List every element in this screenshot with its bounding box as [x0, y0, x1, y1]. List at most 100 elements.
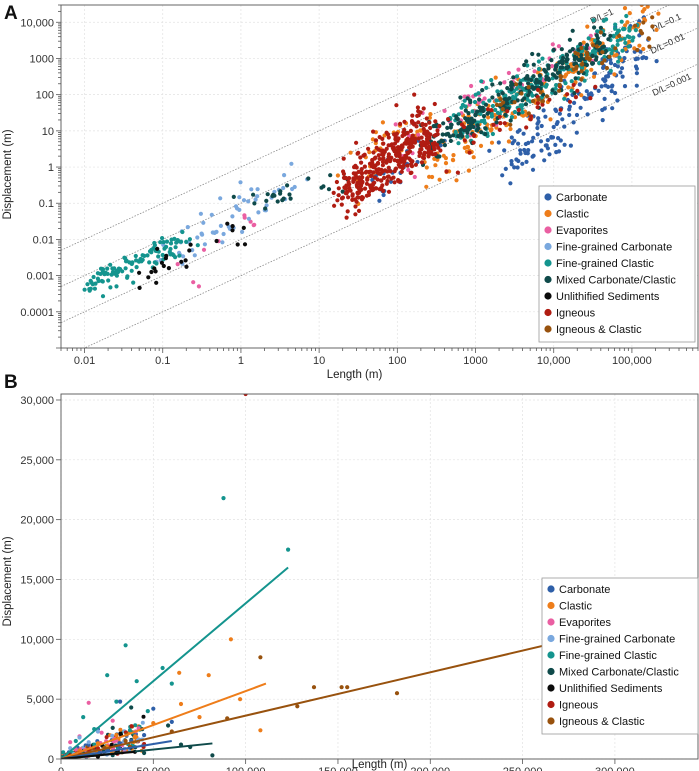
legend-swatch: [547, 667, 555, 676]
data-point: [581, 40, 586, 45]
data-point: [568, 143, 574, 148]
x-tick-label: 1000: [463, 355, 487, 367]
data-point: [404, 154, 409, 159]
data-point: [114, 733, 119, 738]
legend-swatch: [547, 717, 555, 725]
data-point: [364, 181, 369, 186]
data-point: [574, 112, 580, 118]
data-point: [544, 94, 550, 99]
data-point: [633, 57, 638, 62]
data-point: [601, 65, 606, 70]
data-point: [615, 64, 621, 69]
data-point: [87, 287, 92, 292]
data-point: [477, 105, 482, 110]
data-point: [435, 128, 440, 133]
data-point: [353, 204, 358, 209]
data-point: [554, 121, 559, 127]
x-tick-label: 0: [58, 766, 64, 771]
data-point: [489, 140, 495, 145]
data-point: [206, 673, 211, 678]
data-point: [494, 102, 500, 107]
data-point: [201, 247, 207, 252]
data-point: [344, 215, 349, 220]
data-point: [564, 53, 570, 58]
data-point: [395, 145, 401, 150]
data-point: [514, 92, 519, 97]
data-point: [573, 61, 579, 66]
data-point: [616, 28, 621, 33]
data-point: [481, 114, 487, 119]
data-point: [558, 78, 563, 83]
data-point: [104, 735, 109, 740]
data-point: [386, 189, 392, 194]
data-point: [606, 37, 611, 42]
data-point: [640, 55, 645, 61]
plot-frame-b: [60, 393, 699, 760]
data-point: [512, 138, 517, 143]
data-point: [142, 253, 147, 258]
x-tick-label: 300,000: [595, 766, 635, 771]
data-point: [164, 253, 169, 258]
data-point: [280, 198, 285, 203]
data-point: [527, 89, 532, 94]
data-point: [220, 240, 225, 245]
data-point: [252, 201, 257, 206]
data-point: [102, 272, 107, 277]
data-point: [188, 242, 193, 247]
data-point: [546, 63, 551, 68]
data-point: [524, 59, 529, 64]
data-point: [105, 673, 110, 678]
data-point: [377, 198, 382, 203]
data-point: [607, 54, 612, 59]
y-tick-label: 15,000: [20, 574, 54, 586]
data-point: [502, 80, 507, 85]
data-point: [535, 105, 540, 110]
data-point: [574, 66, 579, 71]
data-point: [131, 280, 136, 285]
data-point: [514, 86, 519, 91]
data-point: [533, 80, 539, 85]
data-point: [578, 42, 583, 47]
data-point: [516, 107, 521, 113]
data-point: [622, 36, 627, 41]
data-point: [654, 27, 659, 32]
data-point: [507, 96, 512, 101]
data-point: [379, 185, 384, 190]
data-point: [344, 176, 349, 181]
data-point: [415, 129, 420, 134]
data-point: [410, 120, 415, 125]
data-point: [187, 237, 192, 242]
data-point: [454, 116, 459, 121]
data-point: [566, 85, 571, 90]
data-point: [82, 287, 87, 292]
data-point: [218, 223, 223, 228]
data-point: [363, 186, 368, 191]
data-point: [413, 162, 418, 167]
data-point: [95, 729, 100, 734]
data-point: [118, 699, 123, 704]
data-point: [498, 102, 503, 107]
data-point: [444, 169, 449, 174]
x-tick-label: 0.01: [74, 355, 95, 367]
data-point: [423, 122, 428, 127]
data-point: [591, 74, 597, 79]
data-point: [466, 168, 471, 173]
data-point: [511, 75, 516, 80]
data-point: [184, 264, 189, 269]
data-point: [505, 109, 510, 114]
data-point: [421, 126, 426, 131]
data-point: [281, 185, 286, 191]
data-point: [575, 88, 580, 93]
data-point: [512, 115, 518, 120]
data-point: [134, 258, 139, 263]
data-point: [535, 132, 540, 137]
data-point: [529, 114, 534, 119]
data-point: [154, 280, 159, 285]
legend-label: Igneous: [556, 308, 596, 320]
data-point: [175, 262, 180, 267]
data-point: [526, 148, 531, 153]
data-point: [526, 85, 531, 90]
y-tick-label: 30,000: [20, 395, 54, 407]
data-point: [524, 125, 529, 130]
